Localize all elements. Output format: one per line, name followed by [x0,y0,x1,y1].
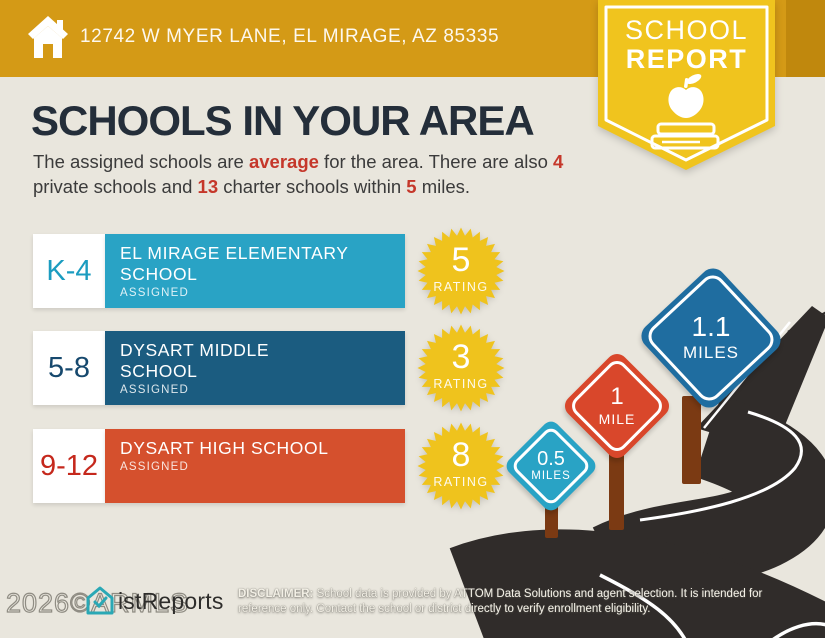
distance-value: 0.5 [537,448,565,471]
school-bar: DYSART HIGH SCHOOL ASSIGNED [105,429,405,503]
distance-unit: MILES [682,343,740,363]
grade-range-box: K-4 [33,234,105,308]
rating-starburst: 5 RATING [417,227,505,315]
intro-seg: charter schools within [218,176,407,197]
apple-icon [668,73,704,118]
ribbon-title-line1: SCHOOL [624,15,749,45]
intro-highlight-private-count: 4 [553,151,564,172]
school-bar: EL MIRAGE ELEMENTARY SCHOOL ASSIGNED [105,234,405,308]
distance-value: 1 [610,383,624,411]
grade-range-box: 5-8 [33,331,105,405]
intro-text: The assigned schools are average for the… [33,149,593,199]
distance-value: 1.1 [691,311,731,343]
page-title: SCHOOLS IN YOUR AREA [31,97,535,144]
distance-sign-1-1-miles: 1.1 MILES [636,263,786,413]
property-address: 12742 W MYER LANE, EL MIRAGE, AZ 85335 [80,26,500,47]
distance-unit: MILE [598,410,636,427]
school-status: ASSIGNED [120,287,190,299]
book-icon [650,122,720,150]
rating-label: RATING [433,475,489,489]
intro-seg: miles. [416,176,471,197]
school-name: DYSART HIGH SCHOOL [120,438,329,458]
rating-value: 3 [451,338,471,376]
intro-seg: private schools and [33,176,198,197]
intro-highlight-average: average [248,151,319,172]
disclaimer-text: DISCLAIMER: School data is provided by A… [238,587,778,617]
school-row-middle: 5-8 DYSART MIDDLE SCHOOL ASSIGNED 3 RATI… [33,324,505,412]
rating-value: 5 [451,241,471,279]
ribbon-title-line2: REPORT [625,44,748,74]
disclaimer-label: DISCLAIMER: [238,588,314,600]
rating-starburst: 8 RATING [417,422,505,510]
distance-sign-one-mile: 1 MILE [560,349,674,463]
intro-highlight-charter-count: 13 [197,176,219,197]
rating-label: RATING [433,377,489,391]
school-row-high: 9-12 DYSART HIGH SCHOOL ASSIGNED 8 RATIN… [33,422,505,510]
school-status: ASSIGNED [120,384,190,396]
school-row-elementary: K-4 EL MIRAGE ELEMENTARY SCHOOL ASSIGNED… [33,227,505,315]
school-status: ASSIGNED [120,461,190,473]
school-name: EL MIRAGE ELEMENTARY SCHOOL [120,243,349,284]
rating-label: RATING [433,280,489,294]
rating-starburst: 3 RATING [417,324,505,412]
listreports-house-icon [86,586,114,615]
intro-seg: The assigned schools are [33,151,249,172]
school-name: DYSART MIDDLE SCHOOL [120,340,270,381]
listreports-logo: istReports [86,586,224,616]
house-icon [28,16,68,58]
intro-seg: for the area. There are also [318,151,554,172]
listreports-logo-text: istReports [118,587,224,614]
grade-range-box: 9-12 [33,429,105,503]
intro-highlight-miles: 5 [406,176,417,197]
sign-post [609,446,624,530]
distance-unit: MILES [531,470,571,483]
school-bar: DYSART MIDDLE SCHOOL ASSIGNED [105,331,405,405]
rating-value: 8 [451,436,471,474]
header-corner-shade [786,0,825,77]
sign-post [682,396,701,484]
school-report-ribbon: SCHOOL REPORT [588,0,788,182]
disclaimer-body: School data is provided by ATTOM Data So… [238,588,763,615]
